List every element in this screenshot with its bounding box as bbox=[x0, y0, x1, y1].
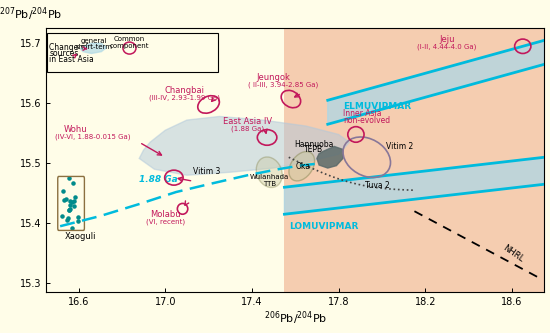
Polygon shape bbox=[80, 43, 107, 54]
Ellipse shape bbox=[289, 152, 315, 181]
Text: (III-IV, 2.93-1.99 Ga): (III-IV, 2.93-1.99 Ga) bbox=[149, 94, 220, 101]
Polygon shape bbox=[284, 28, 544, 292]
Text: (IV-VI, 1.88-0.015 Ga): (IV-VI, 1.88-0.015 Ga) bbox=[54, 134, 130, 140]
Point bbox=[70, 194, 79, 200]
Text: non-evolved: non-evolved bbox=[343, 116, 390, 125]
Text: in East Asia: in East Asia bbox=[50, 55, 94, 64]
Point bbox=[74, 218, 82, 224]
Text: Common: Common bbox=[114, 37, 145, 43]
Point bbox=[62, 197, 70, 202]
Ellipse shape bbox=[256, 157, 282, 187]
X-axis label: $^{206}$Pb/$^{204}$Pb: $^{206}$Pb/$^{204}$Pb bbox=[263, 310, 327, 327]
Text: ELMUVIPMAR: ELMUVIPMAR bbox=[343, 102, 411, 111]
Text: (I-II, 4.44-4.0 Ga): (I-II, 4.44-4.0 Ga) bbox=[417, 43, 477, 50]
Text: (VI, recent): (VI, recent) bbox=[146, 218, 185, 225]
Point bbox=[64, 207, 73, 213]
Point bbox=[68, 225, 77, 231]
Text: Inner Asia: Inner Asia bbox=[343, 110, 381, 119]
Polygon shape bbox=[139, 117, 349, 175]
Polygon shape bbox=[317, 147, 343, 168]
Point bbox=[60, 197, 69, 202]
Point bbox=[64, 207, 73, 213]
Point bbox=[69, 180, 78, 185]
Text: Molabu: Molabu bbox=[150, 210, 180, 219]
Text: Change of: Change of bbox=[50, 43, 89, 52]
Point bbox=[66, 202, 75, 208]
Text: (1.88 Ga): (1.88 Ga) bbox=[231, 125, 264, 132]
Text: LOMUVIPMAR: LOMUVIPMAR bbox=[289, 222, 358, 231]
Text: TEPB: TEPB bbox=[304, 146, 323, 155]
Text: short-term: short-term bbox=[75, 44, 112, 50]
Point bbox=[62, 217, 71, 222]
Text: component: component bbox=[110, 43, 149, 49]
Point bbox=[64, 175, 73, 180]
Polygon shape bbox=[284, 28, 544, 292]
Text: NHRL: NHRL bbox=[501, 243, 525, 264]
Text: Tuva 2: Tuva 2 bbox=[365, 181, 389, 190]
Text: ( II-III, 3.94-2.85 Ga): ( II-III, 3.94-2.85 Ga) bbox=[248, 82, 318, 88]
Text: Jeungok: Jeungok bbox=[256, 74, 290, 83]
Text: sources: sources bbox=[50, 49, 79, 58]
Polygon shape bbox=[328, 40, 544, 124]
Point bbox=[68, 200, 76, 205]
Text: Changbai: Changbai bbox=[165, 86, 205, 95]
Point bbox=[65, 207, 74, 212]
Point bbox=[70, 199, 79, 204]
Polygon shape bbox=[284, 157, 544, 214]
Text: 1.88 Ga: 1.88 Ga bbox=[139, 175, 178, 184]
Text: Hannuoba: Hannuoba bbox=[294, 140, 333, 149]
Point bbox=[69, 203, 78, 209]
Text: Wohu: Wohu bbox=[63, 125, 87, 134]
Point bbox=[74, 215, 83, 220]
Text: Oka: Oka bbox=[295, 162, 310, 171]
Text: East Asia IV: East Asia IV bbox=[223, 117, 272, 126]
Text: Vitim 3: Vitim 3 bbox=[194, 167, 221, 176]
Text: Xaoguli: Xaoguli bbox=[64, 232, 96, 241]
FancyBboxPatch shape bbox=[47, 33, 218, 72]
Point bbox=[64, 216, 73, 221]
Text: Vitim 2: Vitim 2 bbox=[386, 143, 414, 152]
Point bbox=[57, 213, 66, 219]
Point bbox=[65, 198, 74, 203]
Text: Wulanhada
TTB: Wulanhada TTB bbox=[250, 174, 289, 187]
Text: general: general bbox=[80, 38, 107, 44]
Point bbox=[58, 189, 67, 194]
Text: $^{207}$Pb/$^{204}$Pb: $^{207}$Pb/$^{204}$Pb bbox=[0, 5, 62, 23]
Text: Jeju: Jeju bbox=[439, 35, 455, 44]
